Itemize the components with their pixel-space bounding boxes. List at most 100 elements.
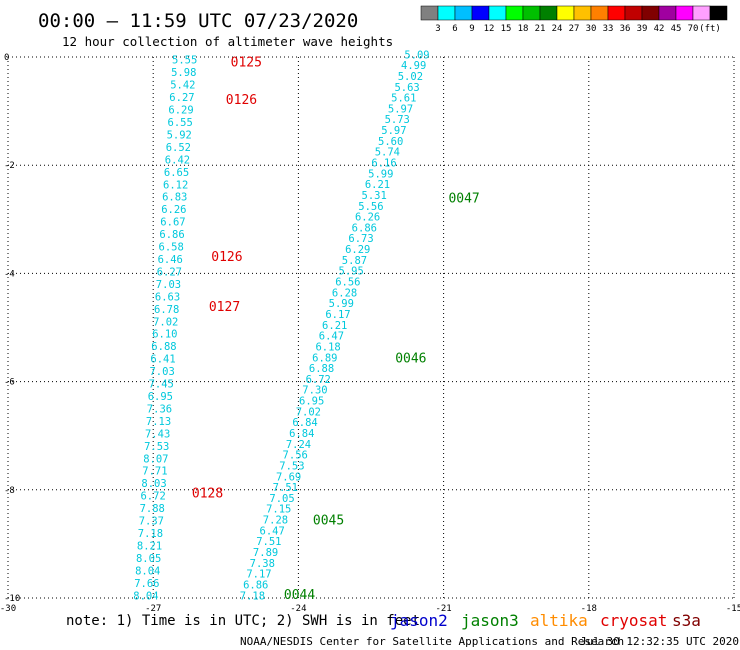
wave-height-value: 5.31 — [362, 190, 387, 202]
wave-height-value: 6.27 — [157, 266, 182, 278]
lat-lon-grid — [7, 56, 735, 599]
time-labels: 0125 0126 0126 0127 0128 0047 0046 0045 0044 — [192, 55, 480, 603]
wave-height-value: 5.55 — [172, 55, 197, 67]
wave-height-value: 7.71 — [142, 466, 167, 478]
wave-height-value: 7.45 — [149, 379, 174, 391]
scale-label: 9 — [469, 24, 474, 34]
wave-height-value: 6.28 — [332, 287, 357, 299]
wave-height-value: 6.95 — [148, 391, 173, 403]
wave-height-value: 5.63 — [394, 82, 419, 94]
wave-height-value: 7.24 — [286, 439, 311, 451]
wave-height-value: 7.51 — [273, 482, 298, 494]
wave-height-value: 6.86 — [159, 229, 184, 241]
wave-height-value: 5.61 — [391, 93, 416, 105]
wave-height-value: 7.66 — [134, 578, 159, 590]
wave-height-value: 7.53 — [279, 460, 304, 472]
scale-swatch — [675, 5, 694, 21]
wave-height-value: 6.56 — [335, 277, 360, 289]
pass-time-label: 0045 — [313, 514, 344, 529]
wave-height-value: 5.87 — [342, 255, 367, 267]
wave-height-value: 6.88 — [309, 363, 334, 375]
wave-height-value: 5.97 — [381, 125, 406, 137]
pass-time-label: 0046 — [395, 351, 426, 366]
wave-height-value: 7.38 — [250, 558, 275, 570]
satellite-legend-s3a: s3a — [672, 611, 701, 630]
scale-swatch — [709, 5, 728, 21]
satellite-legend-jason3: jason3 — [461, 611, 519, 630]
wave-height-value: 6.29 — [168, 105, 193, 117]
wave-height-value: 7.53 — [144, 441, 169, 453]
wave-height-value: 7.02 — [153, 316, 178, 328]
scale-label: 12 — [484, 24, 495, 34]
satellite-legend-altika: altika — [530, 611, 588, 630]
wave-height-value: 7.03 — [156, 279, 181, 291]
scale-label: 27 — [569, 24, 580, 34]
wave-height-value: 6.73 — [348, 233, 373, 245]
wave-height-value: 6.55 — [168, 117, 193, 129]
wave-height-value: 5.60 — [378, 136, 403, 148]
wave-height-value: 5.74 — [375, 147, 400, 159]
wave-height-value: 6.21 — [365, 179, 390, 191]
scale-swatch — [556, 5, 575, 21]
wave-height-value: 6.84 — [289, 428, 314, 440]
pass-time-label: 0126 — [211, 250, 242, 265]
wave-height-value: 7.37 — [139, 516, 164, 528]
wave-height-value: 7.05 — [269, 493, 294, 505]
scale-swatch — [471, 5, 490, 21]
wave-height-value: 6.65 — [164, 167, 189, 179]
x-tick-label: -30 — [0, 604, 16, 614]
scale-swatch — [624, 5, 643, 21]
y-tick-label: 0 — [4, 53, 9, 63]
wave-height-value: 6.27 — [169, 92, 194, 104]
scale-label: 42 — [654, 24, 665, 34]
wave-height-color-scale: 3 6 9 12 15 18 21 24 27 30 33 36 39 42 45 70 (ft) — [420, 5, 728, 34]
scale-swatch — [539, 5, 558, 21]
longitude-tick-labels: -30 -27 -24 -21 -18 -15 — [0, 604, 740, 614]
pass-time-label: 0044 — [284, 588, 315, 603]
pass-time-label: 0127 — [209, 300, 240, 315]
wave-height-value: 7.18 — [138, 528, 163, 540]
wave-height-value: 6.29 — [345, 244, 370, 256]
wave-height-value: 6.18 — [315, 341, 340, 353]
wave-height-value: 7.03 — [149, 366, 174, 378]
scale-swatch — [505, 5, 524, 21]
scale-label: 3 — [435, 24, 440, 34]
wave-height-value: 6.88 — [151, 341, 176, 353]
wave-height-value: 7.28 — [263, 515, 288, 527]
scale-label: 36 — [620, 24, 631, 34]
y-tick-label: -2 — [4, 161, 15, 171]
wave-height-value: 7.30 — [302, 385, 327, 397]
wave-height-value: 6.46 — [158, 254, 183, 266]
scale-label: 39 — [637, 24, 648, 34]
wave-height-value: 7.88 — [140, 503, 165, 515]
wave-height-value: 6.41 — [150, 354, 175, 366]
wave-height-value: 6.72 — [140, 491, 165, 503]
scale-swatch — [641, 5, 660, 21]
wave-height-value: 8.04 — [135, 565, 160, 577]
y-tick-label: -6 — [4, 378, 15, 388]
wave-height-value: 7.02 — [296, 406, 321, 418]
chart-title: 00:00 – 11:59 UTC 07/23/2020 — [38, 10, 358, 32]
latitude-tick-labels: 0 -2 -4 -6 -8 -10 — [4, 53, 20, 604]
wave-height-value: 6.67 — [160, 217, 185, 229]
x-tick-label: -27 — [145, 604, 161, 614]
wave-height-values: 5.555.985.426.276.296.555.926.526.426.65… — [133, 49, 429, 602]
wave-height-value: 7.89 — [253, 547, 278, 559]
scale-swatch — [590, 5, 609, 21]
wave-height-value: 6.72 — [306, 374, 331, 386]
wave-height-value: 6.47 — [260, 525, 285, 537]
scale-label: (ft) — [699, 24, 721, 34]
scale-label: 18 — [518, 24, 529, 34]
wave-height-value: 7.13 — [146, 416, 171, 428]
wave-height-value: 5.02 — [398, 71, 423, 83]
x-tick-label: -24 — [290, 604, 306, 614]
wave-height-value: 6.89 — [312, 352, 337, 364]
wave-height-value: 5.56 — [358, 201, 383, 213]
wave-height-value: 7.56 — [283, 450, 308, 462]
x-tick-label: -18 — [581, 604, 597, 614]
wave-height-value: 7.18 — [240, 590, 265, 602]
wave-height-value: 6.95 — [299, 396, 324, 408]
scale-swatch — [522, 5, 541, 21]
wave-height-value: 5.97 — [388, 103, 413, 115]
pass-time-label: 0047 — [448, 192, 479, 207]
